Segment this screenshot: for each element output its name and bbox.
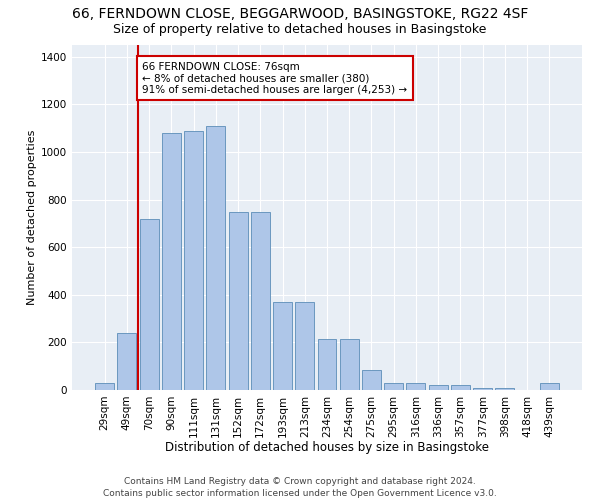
Bar	[451, 385, 470, 390]
Y-axis label: Number of detached properties: Number of detached properties	[27, 130, 37, 305]
Bar	[140, 218, 158, 390]
Bar	[406, 383, 425, 390]
Bar	[273, 302, 292, 390]
Bar	[340, 339, 359, 390]
Bar	[295, 302, 314, 390]
Bar	[429, 385, 448, 390]
Bar	[473, 388, 492, 390]
Bar	[362, 370, 381, 390]
Bar	[496, 388, 514, 390]
Text: Size of property relative to detached houses in Basingstoke: Size of property relative to detached ho…	[113, 22, 487, 36]
Bar	[206, 126, 225, 390]
Bar	[162, 133, 181, 390]
Bar	[229, 212, 248, 390]
X-axis label: Distribution of detached houses by size in Basingstoke: Distribution of detached houses by size …	[165, 441, 489, 454]
Bar	[540, 383, 559, 390]
Bar	[251, 212, 270, 390]
Text: 66, FERNDOWN CLOSE, BEGGARWOOD, BASINGSTOKE, RG22 4SF: 66, FERNDOWN CLOSE, BEGGARWOOD, BASINGST…	[72, 8, 528, 22]
Bar	[317, 339, 337, 390]
Text: 66 FERNDOWN CLOSE: 76sqm
← 8% of detached houses are smaller (380)
91% of semi-d: 66 FERNDOWN CLOSE: 76sqm ← 8% of detache…	[142, 62, 407, 95]
Bar	[184, 130, 203, 390]
Bar	[118, 333, 136, 390]
Bar	[95, 383, 114, 390]
Bar	[384, 383, 403, 390]
Text: Contains HM Land Registry data © Crown copyright and database right 2024.
Contai: Contains HM Land Registry data © Crown c…	[103, 476, 497, 498]
